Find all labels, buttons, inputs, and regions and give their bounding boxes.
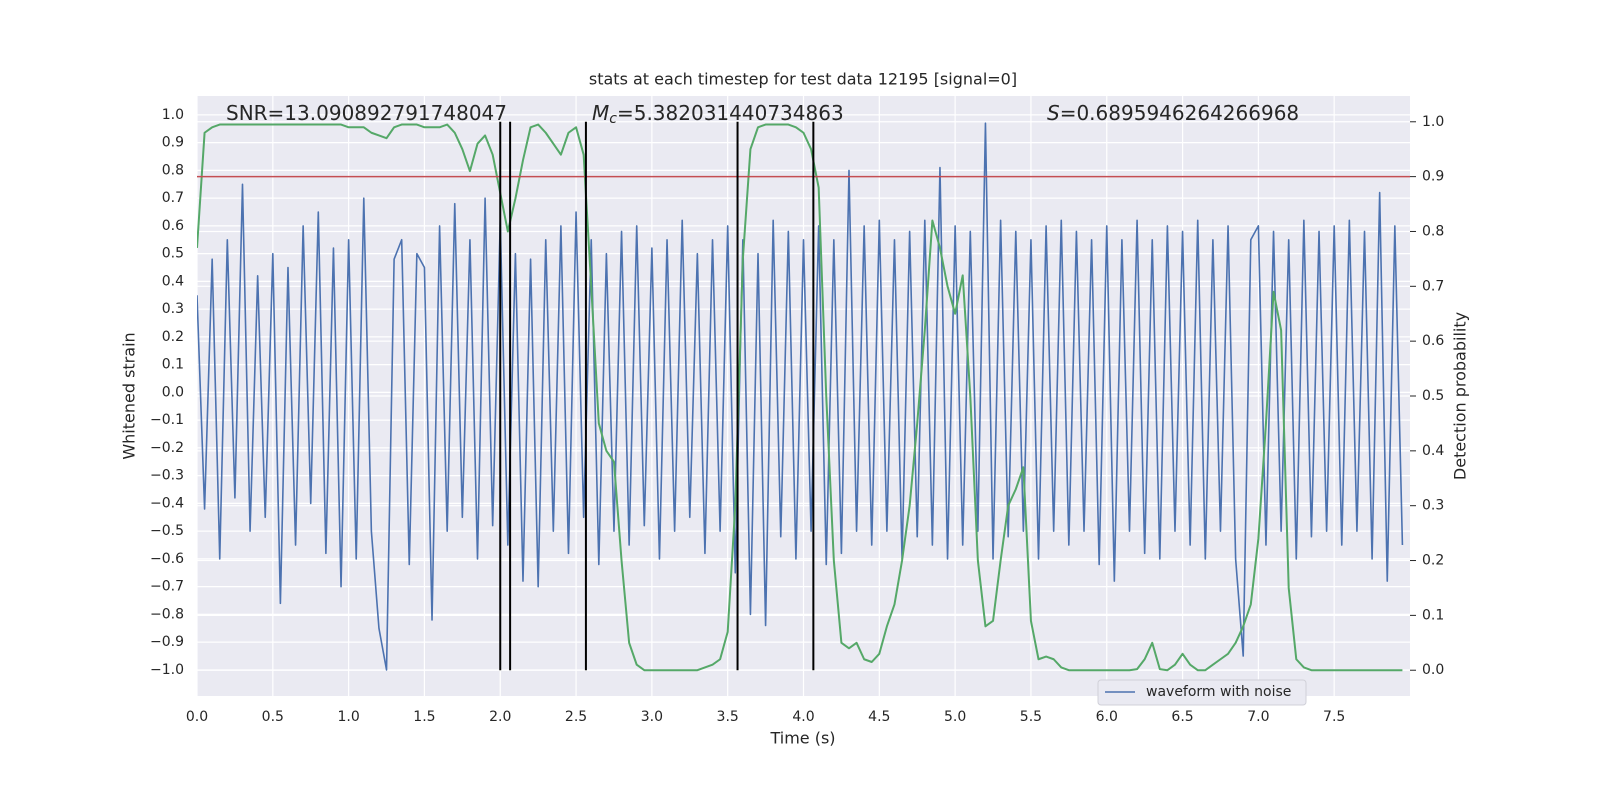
y-tick-label: −0.4 [150,495,184,511]
x-tick-label: 1.5 [413,709,435,725]
annotation-text: SNR=13.090892791748047 [226,101,507,125]
annotation-symbol: M [592,101,609,125]
annotation: S=0.6895946264266968 [1047,101,1299,125]
y2-tick-label: 0.5 [1422,388,1444,404]
y-tick-label: −0.6 [150,551,184,567]
annotation-text: =0.6895946264266968 [1060,101,1299,125]
series-line [197,123,1403,672]
y2-tick-label: 0.1 [1422,607,1444,623]
y-tick-label: 0.2 [162,329,184,345]
annotation-text: =5.382031440734863 [617,101,844,125]
y-tick-label: 0.8 [162,162,184,178]
y-tick-label: 0.3 [162,301,184,317]
y2-tick-label: 0.9 [1422,169,1444,185]
x-axis-label: Time (s) [769,729,835,748]
y-tick-label: −0.2 [150,440,184,456]
x-tick-label: 5.0 [944,709,966,725]
y2-tick-label: 0.7 [1422,278,1444,294]
annotation-subscript: c [609,111,617,127]
y-tick-label: 0.1 [162,357,184,373]
y2-tick-label: 0.3 [1422,498,1444,514]
x-tick-label: 2.0 [489,709,511,725]
x-tick-label: 3.5 [717,709,739,725]
x-tick-label: 4.0 [792,709,814,725]
y-tick-label: 0.5 [162,246,184,262]
y-tick-label: −0.1 [150,412,184,428]
y2-tick-label: 1.0 [1422,114,1444,130]
x-tick-label: 5.5 [1020,709,1042,725]
x-tick-label: 2.5 [565,709,587,725]
annotation-symbol: S [1047,101,1060,125]
y-tick-label: 0.9 [162,135,184,151]
x-tick-label: 3.0 [641,709,663,725]
series-line [197,122,1404,671]
y2-axis-label: Detection probability [1451,312,1470,480]
x-tick-label: 7.5 [1323,709,1345,725]
x-tick-label: 0.5 [262,709,284,725]
annotation: SNR=13.090892791748047 [226,101,507,125]
y-tick-label: 0.4 [162,273,184,289]
y-tick-label: 0.7 [162,190,184,206]
chart-title: stats at each timestep for test data 121… [589,70,1017,89]
y-tick-label: 0.0 [162,384,184,400]
x-tick-label: 7.0 [1247,709,1269,725]
y-tick-label: 1.0 [162,107,184,123]
y2-tick-label: 0.0 [1422,662,1444,678]
legend-label: waveform with noise [1146,684,1291,700]
y-tick-label: 0.6 [162,218,184,234]
y-tick-label: −0.7 [150,579,184,595]
y-tick-label: −1.0 [150,662,184,678]
x-tick-label: 1.0 [337,709,359,725]
y-tick-label: −0.3 [150,468,184,484]
x-tick-label: 6.0 [1096,709,1118,725]
y2-tick-label: 0.4 [1422,443,1444,459]
y-axis-label: Whitened strain [120,332,139,459]
annotation: Mc=5.382031440734863 [592,101,844,128]
x-tick-label: 4.5 [868,709,890,725]
y2-tick-label: 0.8 [1422,223,1444,239]
y-tick-label: −0.8 [150,606,184,622]
legend-box [1097,679,1307,706]
y-tick-label: −0.9 [150,634,184,650]
y-tick-label: −0.5 [150,523,184,539]
y2-tick-label: 0.6 [1422,333,1444,349]
x-tick-label: 6.5 [1171,709,1193,725]
x-tick-label: 0.0 [186,709,208,725]
y2-tick-label: 0.2 [1422,553,1444,569]
